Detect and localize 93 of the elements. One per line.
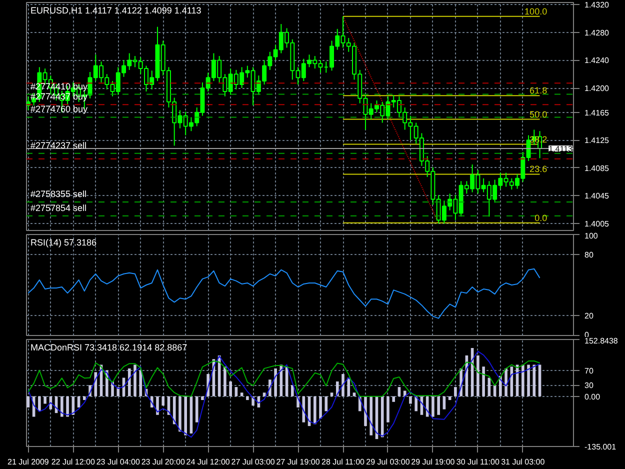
- bar: [240, 392, 244, 396]
- series-label: 50.0: [530, 109, 548, 120]
- bar: [319, 396, 322, 419]
- chart-title: MACDonRSI 73.3418 62.1914 82.8867: [30, 342, 188, 352]
- bar: [274, 368, 277, 396]
- bar: [224, 366, 226, 396]
- ref-line-label: #2774237 sell: [30, 140, 87, 150]
- bar: [128, 368, 131, 396]
- bar: [532, 364, 536, 396]
- bar: [352, 392, 356, 396]
- series-label: 61.8: [530, 86, 548, 96]
- line-series: [28, 268, 540, 319]
- bar: [313, 396, 316, 424]
- bar: [234, 387, 238, 396]
- bar: [162, 396, 165, 406]
- x-tick-label: 30 Jul 11:00: [456, 458, 500, 466]
- y-tick-label: 30: [584, 381, 594, 390]
- bar: [66, 396, 69, 417]
- bar: [380, 396, 384, 438]
- y-tick-label: 70: [584, 366, 594, 376]
- y-tick-label: 1.4240: [584, 56, 610, 66]
- y-tick-label: 80: [584, 250, 594, 260]
- y-tick-label: 1.4125: [584, 136, 610, 146]
- y-tick-label: 1.4320: [584, 0, 610, 10]
- y-tick-label: 152.8438: [584, 336, 618, 346]
- line-series: [28, 360, 540, 397]
- bar: [262, 392, 266, 396]
- x-tick-label: 28 Jul 11:00: [322, 458, 366, 466]
- bar: [342, 374, 344, 396]
- bar: [527, 364, 530, 396]
- bar: [172, 396, 176, 424]
- bar: [504, 368, 508, 396]
- bar: [409, 396, 412, 404]
- ref-line-label: #2758355 sell: [30, 189, 87, 199]
- y-tick-label: 100: [584, 232, 598, 240]
- bar: [370, 396, 373, 436]
- bar: [38, 396, 41, 412]
- bar: [184, 396, 187, 436]
- y-tick-label: 1.4280: [584, 28, 610, 38]
- bar: [94, 372, 98, 396]
- bar: [201, 396, 204, 400]
- x-tick-label: 24 Jul 12:00: [186, 458, 230, 466]
- y-tick-label: 1.4165: [584, 108, 610, 118]
- series-label: 23.6: [530, 164, 548, 174]
- y-tick-label: 1.4045: [584, 192, 610, 201]
- bar: [246, 396, 249, 400]
- bar: [454, 387, 457, 396]
- bar: [139, 370, 142, 396]
- bar: [432, 396, 434, 417]
- chart-title: EURUSD,H1 1.4117 1.4122 1.4099 1.4113: [30, 6, 202, 16]
- y-tick-label: 1.4085: [584, 164, 610, 173]
- bar: [347, 378, 350, 396]
- bar: [522, 364, 524, 396]
- bar: [60, 396, 64, 417]
- x-tick-label: 23 Jul 04:00: [96, 458, 140, 466]
- bar: [538, 364, 542, 396]
- bar: [156, 396, 159, 415]
- x-tick-label: 22 Jul 12:00: [51, 458, 96, 466]
- x-tick-label: 21 Jul 2009: [8, 458, 50, 466]
- bar: [482, 366, 485, 396]
- annotation: 1.4113: [548, 144, 574, 154]
- bar: [437, 396, 440, 415]
- x-tick-label: 31 Jul 03:00: [501, 458, 546, 466]
- bar: [330, 392, 334, 396]
- line-series: [28, 350, 540, 438]
- x-tick-label: 29 Jul 19:00: [411, 458, 456, 466]
- x-tick-label: 29 Jul 03:00: [366, 458, 410, 466]
- bar: [302, 396, 306, 422]
- y-tick-label: 1.4200: [584, 84, 610, 93]
- bar: [44, 396, 46, 404]
- x-tick-label: 23 Jul 20:00: [141, 458, 186, 466]
- bar: [414, 396, 418, 412]
- bar: [134, 364, 136, 396]
- series-label: 0.0: [534, 212, 548, 223]
- series-label: 100.0: [524, 6, 548, 16]
- bar: [386, 396, 390, 422]
- bar: [83, 396, 86, 400]
- bar: [291, 385, 294, 396]
- bar: [229, 381, 232, 396]
- y-tick-label: 20: [584, 311, 594, 320]
- bar: [178, 396, 182, 432]
- y-tick-label: -135.001: [584, 442, 617, 452]
- bar: [392, 396, 396, 402]
- line-series: [342, 16, 440, 224]
- x-tick-label: 27 Jul 03:00: [231, 458, 276, 466]
- y-tick-label: 1.4005: [584, 220, 610, 229]
- bar: [476, 355, 480, 396]
- y-tick-label: 0.00: [584, 392, 601, 402]
- bar: [398, 387, 401, 396]
- ref-line-label: #2757854 sell: [30, 202, 87, 213]
- bar: [324, 396, 328, 412]
- x-tick-label: 27 Jul 19:00: [276, 458, 320, 466]
- chart-title: RSI(14) 57.3186: [30, 238, 97, 248]
